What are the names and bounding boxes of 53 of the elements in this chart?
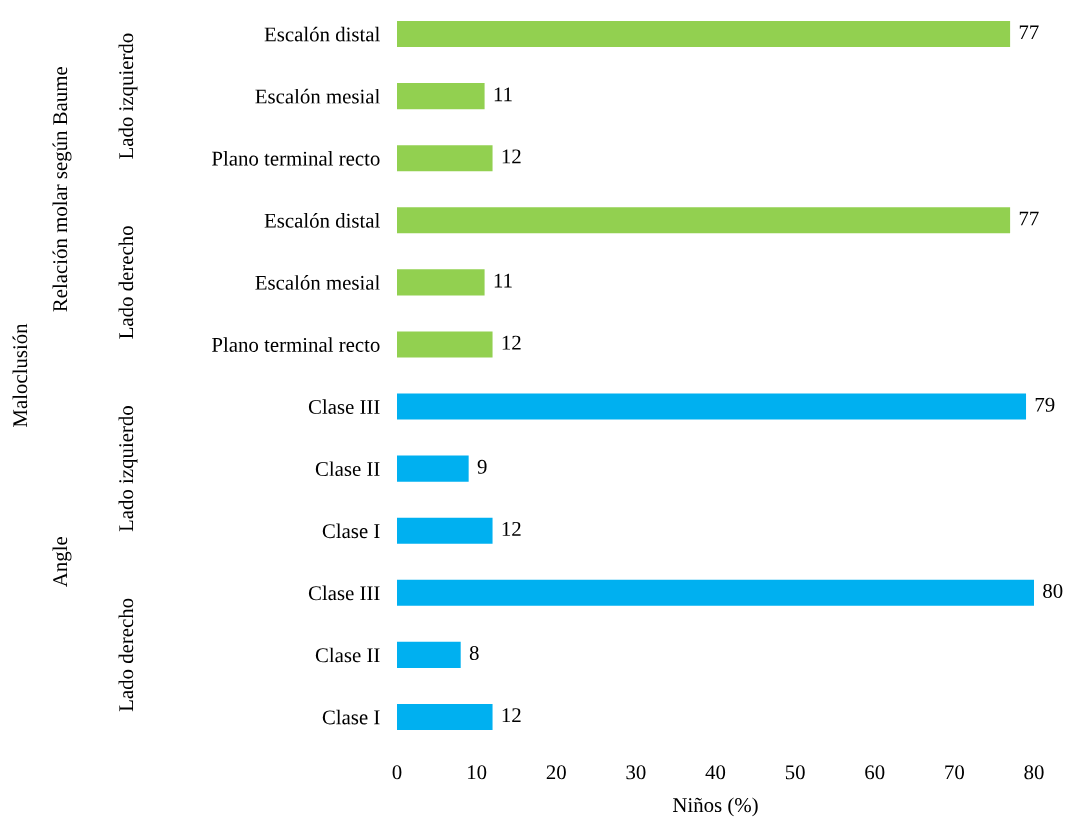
y-tick-label: Clase III: [308, 585, 380, 601]
bar: [397, 331, 493, 358]
data-label: 77: [1019, 211, 1039, 226]
y-tick-label: Clase II: [315, 647, 380, 663]
text: Lado izquierdo: [118, 33, 138, 159]
y-tick-label: Escalón mesial: [255, 275, 380, 290]
x-axis-title: Niños (%): [672, 797, 758, 817]
text: Relación molar según Baume: [52, 67, 72, 312]
y-tick-label: Clase I: [322, 709, 380, 725]
x-tick-label: 80: [1024, 765, 1044, 780]
data-label: 12: [502, 708, 521, 722]
x-tick-label: 10: [468, 765, 487, 780]
bar: [397, 145, 493, 172]
data-label: 8: [469, 646, 479, 661]
y-tick-label: Clase III: [308, 399, 380, 414]
bar: [397, 21, 1011, 48]
x-tick-label: 40: [705, 765, 726, 780]
bar: [397, 579, 1034, 606]
x-tick-label: 60: [865, 765, 885, 780]
data-label: 80: [1043, 583, 1063, 599]
y-tick-label: Clase II: [315, 461, 380, 477]
text: Lado derecho: [118, 226, 134, 339]
data-label: 11: [494, 273, 512, 288]
x-tick-label: 20: [546, 765, 566, 780]
bar: [397, 703, 493, 730]
bar: [397, 269, 485, 296]
x-tick-label: 70: [945, 765, 964, 780]
bar: [397, 393, 1027, 420]
data-label: 12: [502, 149, 521, 164]
bar: [397, 455, 469, 482]
data-label: 12: [502, 335, 521, 350]
text: Lado izquierdo: [118, 406, 138, 532]
text: Lado derecho: [118, 598, 134, 712]
y-tick-label: Clase I: [322, 523, 380, 539]
y-tick-label: Plano terminal recto: [212, 150, 380, 166]
y-tick-label: Escalón distal: [264, 213, 380, 228]
y-tick-label: Escalón distal: [264, 26, 380, 42]
data-label: 79: [1035, 397, 1055, 412]
x-tick-label: 30: [626, 765, 646, 780]
data-label: 77: [1019, 25, 1039, 40]
data-label: 12: [502, 521, 521, 536]
bar: [397, 517, 493, 544]
x-tick-label: 50: [785, 765, 805, 780]
y-tick-label: Plano terminal recto: [212, 337, 380, 352]
data-label: 11: [494, 87, 512, 102]
y-tick-label: Escalón mesial: [255, 88, 380, 104]
x-tick-label: 0: [392, 765, 402, 780]
bar: [397, 641, 461, 668]
text: Angle: [52, 537, 72, 587]
text: Maloclusión: [12, 323, 28, 427]
data-label: 9: [477, 459, 487, 474]
bar: [397, 207, 1011, 234]
bar: [397, 83, 485, 110]
